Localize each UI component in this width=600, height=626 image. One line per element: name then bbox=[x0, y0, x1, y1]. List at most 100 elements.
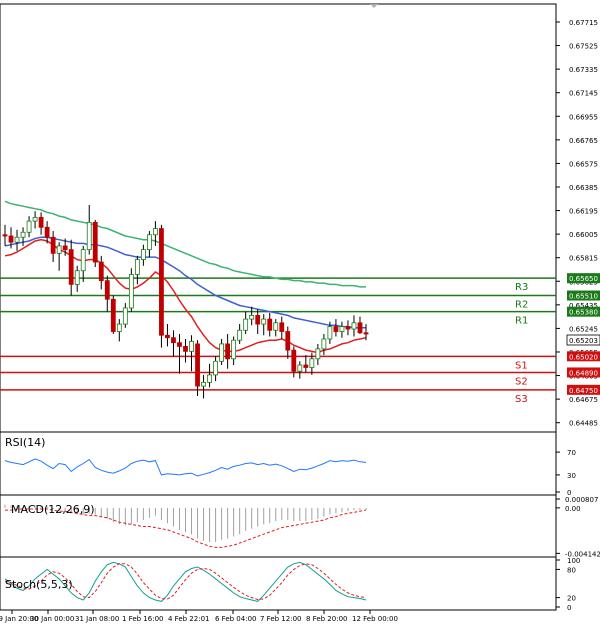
price-tick-label: 0.65815 bbox=[569, 255, 598, 263]
macd-tick-label: 0.000807 bbox=[565, 496, 598, 504]
stoch-d-line bbox=[4, 563, 367, 601]
candle bbox=[345, 320, 351, 336]
candlesticks bbox=[2, 204, 369, 399]
candle-body-up bbox=[189, 341, 194, 352]
candle bbox=[38, 212, 44, 235]
price-panel[interactable]: R3 R2 R1 S1 S2 S3 bbox=[0, 3, 557, 433]
candle-body-up bbox=[116, 323, 122, 332]
candle bbox=[255, 309, 261, 334]
candle bbox=[171, 330, 176, 357]
rsi-axis: 70 30 0 bbox=[556, 449, 576, 497]
candle-body-up bbox=[249, 314, 255, 320]
time-tick-label: 4 Feb 22:01 bbox=[168, 615, 209, 623]
candle-body-down bbox=[225, 343, 231, 360]
candle bbox=[8, 227, 14, 249]
pivot-level-labels: R3 R2 R1 S1 S2 S3 bbox=[515, 282, 528, 405]
candle bbox=[98, 255, 104, 290]
candle-body-down bbox=[8, 235, 14, 243]
candle-body-down bbox=[285, 331, 291, 351]
candle bbox=[297, 361, 303, 379]
macd-tick-label: 0.00 bbox=[565, 505, 581, 513]
candle-body-up bbox=[297, 364, 303, 372]
candle bbox=[309, 352, 315, 375]
pivot-label-s1: S1 bbox=[515, 360, 528, 371]
price-tick-label: 0.67715 bbox=[569, 19, 598, 27]
candle-body-up bbox=[201, 381, 206, 387]
candle-body-up bbox=[140, 249, 146, 260]
rsi-panel[interactable]: RSI(14) 70 30 0 bbox=[0, 431, 576, 497]
current-price-badge: 0.65203 bbox=[566, 334, 600, 346]
candle-body-up bbox=[327, 326, 333, 340]
candle-body-up bbox=[14, 236, 20, 243]
stoch-k-line bbox=[4, 561, 367, 602]
candle bbox=[140, 244, 146, 266]
pivot-badge-r3 bbox=[567, 273, 600, 284]
candle bbox=[195, 340, 200, 397]
rsi-tick-label: 0 bbox=[567, 489, 571, 497]
pivot-label-r3: R3 bbox=[515, 282, 528, 293]
candle-body-down bbox=[62, 245, 68, 251]
stoch-panel-border bbox=[0, 556, 557, 611]
stoch-tick-label: 80 bbox=[567, 566, 576, 574]
price-tick-label: 0.66385 bbox=[569, 184, 598, 192]
pivot-levels bbox=[0, 277, 556, 391]
candle bbox=[14, 229, 20, 251]
candle-body-up bbox=[261, 318, 267, 325]
pivot-badge-s2 bbox=[567, 367, 600, 378]
candle-body-up bbox=[219, 343, 225, 362]
pivot-label-r1: R1 bbox=[515, 316, 528, 327]
candle-body-down bbox=[104, 280, 110, 300]
candle bbox=[74, 265, 80, 292]
candle-body-up bbox=[351, 322, 357, 330]
macd-signal-line bbox=[5, 508, 367, 548]
candle-body-down bbox=[92, 221, 98, 263]
candle-body-down bbox=[44, 226, 50, 238]
chart-shift-marker[interactable] bbox=[370, 4, 378, 8]
candle bbox=[153, 221, 158, 246]
candle-body-down bbox=[177, 342, 182, 347]
rsi-line bbox=[4, 458, 367, 477]
price-tick-label: 0.66765 bbox=[569, 137, 598, 145]
candle bbox=[128, 268, 134, 312]
candle bbox=[219, 338, 225, 366]
candle bbox=[2, 224, 8, 246]
price-tick-label: 0.64485 bbox=[569, 420, 598, 428]
price-axis: 0.67715 0.67525 0.67335 0.67145 0.66955 0.667… bbox=[556, 19, 598, 428]
candle bbox=[122, 302, 128, 328]
stoch-tick-label: 20 bbox=[567, 595, 576, 603]
macd-panel-border bbox=[0, 494, 557, 558]
candle bbox=[68, 239, 74, 296]
candle bbox=[20, 227, 26, 246]
candle-body-up bbox=[315, 348, 321, 360]
candle bbox=[104, 275, 110, 312]
candle bbox=[32, 211, 38, 229]
rsi-label: RSI(14) bbox=[5, 436, 45, 449]
candle-body-down bbox=[2, 234, 8, 237]
candle-body-up bbox=[153, 228, 158, 236]
candle-body-down bbox=[183, 345, 188, 352]
candle-body-up bbox=[146, 234, 152, 251]
candle-body-up bbox=[86, 221, 92, 251]
candle bbox=[183, 338, 188, 363]
candle bbox=[237, 324, 243, 344]
candle bbox=[315, 343, 321, 366]
pivot-badge-r1 bbox=[567, 306, 600, 317]
stoch-tick-label: 0 bbox=[567, 604, 571, 612]
candle bbox=[86, 204, 92, 255]
candle-body-up bbox=[74, 270, 80, 285]
candle bbox=[207, 363, 212, 388]
rsi-tick-label: 30 bbox=[567, 472, 576, 480]
candle-body-up bbox=[26, 220, 32, 233]
candle bbox=[339, 321, 345, 338]
candle-body-up bbox=[20, 231, 26, 238]
candle bbox=[116, 319, 122, 342]
candle bbox=[80, 245, 86, 282]
time-tick-label: 29 Jan 20:00 bbox=[0, 615, 38, 623]
price-tick-label: 0.67335 bbox=[569, 66, 598, 74]
stoch-label: Stoch(5,5,3) bbox=[5, 578, 73, 591]
candle bbox=[285, 326, 291, 359]
